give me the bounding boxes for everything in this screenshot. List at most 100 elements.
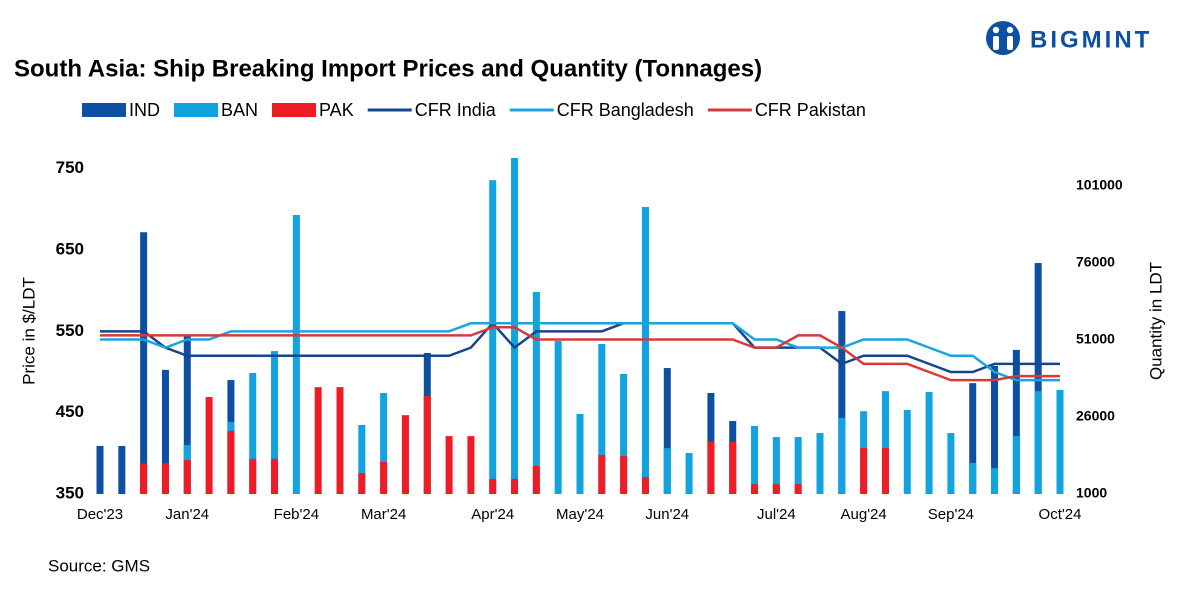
bar bbox=[729, 441, 737, 494]
x-tick-label: Sep'24 bbox=[928, 506, 974, 523]
bar bbox=[794, 484, 802, 494]
bar bbox=[140, 232, 148, 494]
bar bbox=[925, 392, 933, 494]
logo-icon-part bbox=[992, 26, 1000, 34]
chart-title: South Asia: Ship Breaking Import Prices … bbox=[14, 55, 762, 82]
bar bbox=[707, 441, 715, 494]
legend-swatch bbox=[174, 103, 218, 117]
legend-label: CFR India bbox=[415, 100, 497, 120]
x-tick-label: May'24 bbox=[556, 506, 604, 523]
logo-icon-part bbox=[993, 36, 999, 50]
bar bbox=[511, 158, 519, 495]
legend-label: CFR Bangladesh bbox=[557, 100, 694, 120]
logo-icon bbox=[986, 21, 1020, 55]
legend-label: CFR Pakistan bbox=[755, 100, 866, 120]
y2-tick-label: 101000 bbox=[1076, 177, 1123, 193]
bar bbox=[947, 433, 955, 494]
bar bbox=[489, 180, 497, 494]
x-tick-label: Aug'24 bbox=[841, 506, 887, 523]
bar bbox=[816, 433, 824, 494]
x-tick-label: Oct'24 bbox=[1039, 506, 1082, 523]
bar bbox=[227, 430, 235, 494]
bar bbox=[314, 387, 322, 494]
bar bbox=[991, 365, 999, 494]
bar bbox=[620, 455, 628, 494]
bar bbox=[511, 478, 519, 494]
bar bbox=[838, 417, 846, 494]
bar bbox=[118, 445, 126, 494]
y2-axis-label: Quantity in LDT bbox=[1146, 262, 1165, 380]
legend-swatch bbox=[82, 103, 126, 117]
bar bbox=[401, 415, 409, 494]
bar bbox=[161, 369, 169, 494]
bar bbox=[489, 478, 497, 494]
bar bbox=[598, 344, 606, 494]
bar bbox=[467, 436, 475, 494]
bar bbox=[358, 473, 366, 494]
bar bbox=[249, 372, 257, 494]
brand-name: BIGMINT bbox=[1030, 26, 1152, 53]
x-tick-label: Jul'24 bbox=[757, 506, 796, 523]
bar bbox=[598, 454, 606, 494]
line bbox=[100, 326, 1060, 382]
legend: IND BAN PAK CFR India CFR Bangladesh CFR Paki… bbox=[82, 100, 866, 120]
source-note: Source: GMS bbox=[48, 556, 150, 575]
bar bbox=[620, 373, 628, 494]
y-tick-label: 550 bbox=[56, 321, 84, 340]
line bbox=[100, 321, 1060, 374]
bar bbox=[969, 383, 977, 494]
y2-tick-label: 76000 bbox=[1076, 254, 1115, 270]
logo-icon-part bbox=[1006, 26, 1014, 34]
bar bbox=[336, 387, 344, 494]
bar bbox=[685, 453, 693, 494]
line bbox=[100, 321, 1060, 382]
bar bbox=[838, 311, 846, 494]
bar bbox=[96, 445, 104, 494]
x-tick-label: Jan'24 bbox=[165, 506, 209, 523]
bar bbox=[860, 448, 868, 494]
bar bbox=[663, 368, 671, 494]
bar bbox=[903, 409, 911, 494]
x-tick-label: Feb'24 bbox=[274, 506, 319, 523]
bar bbox=[183, 460, 191, 494]
bar bbox=[271, 351, 279, 494]
bar bbox=[532, 465, 540, 494]
bar bbox=[641, 477, 649, 494]
x-tick-label: Dec'23 bbox=[77, 506, 123, 523]
brand-logo: BIGMINT bbox=[986, 21, 1152, 55]
bar bbox=[751, 484, 759, 494]
bar bbox=[576, 413, 584, 494]
bar bbox=[1012, 349, 1020, 494]
x-tick-label: Mar'24 bbox=[361, 506, 406, 523]
bar bbox=[1012, 436, 1020, 494]
bar bbox=[183, 336, 191, 494]
y-axis-label: Price in $/LDT bbox=[19, 277, 38, 385]
bar bbox=[380, 461, 388, 494]
bar bbox=[140, 463, 148, 494]
bar bbox=[205, 396, 213, 494]
legend-label: BAN bbox=[221, 100, 258, 120]
bar bbox=[380, 392, 388, 494]
y2-tick-label: 26000 bbox=[1076, 408, 1115, 424]
bar bbox=[445, 436, 453, 494]
bar bbox=[423, 396, 431, 494]
bar bbox=[161, 463, 169, 494]
bar bbox=[969, 462, 977, 494]
bar bbox=[1034, 391, 1042, 494]
bar bbox=[292, 214, 300, 494]
bar bbox=[881, 391, 889, 494]
bar bbox=[249, 458, 257, 494]
bar bbox=[641, 206, 649, 494]
x-tick-label: Apr'24 bbox=[471, 506, 514, 523]
legend-label: PAK bbox=[319, 100, 354, 120]
y2-tick-label: 1000 bbox=[1076, 485, 1107, 501]
bar bbox=[554, 340, 562, 494]
y2-tick-label: 51000 bbox=[1076, 331, 1115, 347]
x-tick-label: Jun'24 bbox=[645, 506, 689, 523]
legend-label: IND bbox=[129, 100, 160, 120]
y-tick-label: 450 bbox=[56, 402, 84, 421]
bar bbox=[772, 437, 780, 494]
bar bbox=[1056, 389, 1064, 494]
legend-swatch bbox=[272, 103, 317, 117]
